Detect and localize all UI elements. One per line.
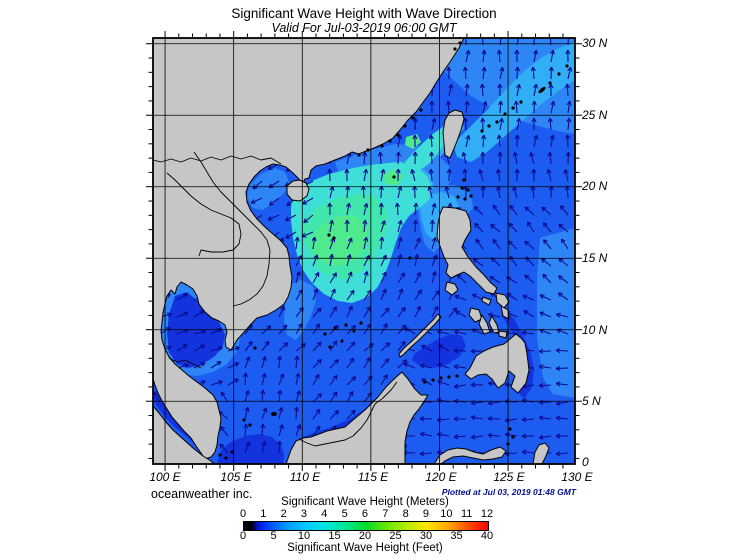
masbate-island bbox=[481, 296, 492, 306]
luzon-island bbox=[436, 206, 498, 295]
feet-tick: 15 bbox=[328, 530, 341, 542]
lon-label: 120 E bbox=[425, 470, 457, 484]
meters-tick: 2 bbox=[280, 508, 287, 520]
negros-island bbox=[478, 314, 491, 335]
feet-tick: 10 bbox=[297, 530, 311, 542]
meters-tick: 1 bbox=[260, 508, 267, 520]
lat-label: 10 N bbox=[582, 323, 608, 337]
sulawesi-island bbox=[433, 446, 507, 464]
lon-label: 100 E bbox=[149, 470, 181, 484]
feet-tick: 0 bbox=[239, 530, 247, 542]
lon-label: 125 E bbox=[493, 470, 525, 484]
panay-island bbox=[468, 307, 483, 323]
grid-lines bbox=[153, 38, 575, 464]
lat-label: 0 bbox=[582, 455, 589, 469]
cebu-island bbox=[488, 315, 500, 334]
country-borders bbox=[153, 151, 398, 447]
ocean-green-layer bbox=[311, 134, 421, 266]
taiwan-island bbox=[442, 109, 465, 159]
mainland-asia bbox=[153, 38, 465, 460]
palawan-island bbox=[398, 313, 442, 358]
mindoro-island bbox=[444, 281, 459, 296]
lat-label: 5 N bbox=[582, 394, 601, 408]
mindanao-island bbox=[464, 333, 530, 394]
meters-tick: 9 bbox=[422, 508, 430, 520]
lon-label: 105 E bbox=[220, 470, 252, 484]
colorbar-feet-label: Significant Wave Height (Feet) bbox=[287, 542, 443, 554]
leyte-island bbox=[500, 305, 510, 320]
feet-tick: 35 bbox=[450, 530, 463, 542]
meters-tick: 4 bbox=[321, 508, 328, 520]
halmahera-island bbox=[532, 442, 550, 464]
credit-text: oceanweather inc. bbox=[151, 487, 253, 501]
samar-island bbox=[495, 292, 510, 309]
meters-tick: 5 bbox=[341, 508, 348, 520]
wave-height-colorbar bbox=[243, 521, 489, 531]
page-title: Significant Wave Height with Wave Direct… bbox=[231, 6, 497, 21]
lat-label: 20 N bbox=[582, 179, 608, 193]
feet-tick: 25 bbox=[389, 530, 402, 542]
plotted-timestamp: Plotted at Jul 03, 2019 01:48 GMT bbox=[441, 487, 576, 497]
meters-tick: 10 bbox=[440, 508, 453, 520]
valid-time-subtitle: Valid For Jul-03-2019 06:00 GMT bbox=[271, 21, 457, 35]
lon-label: 130 E bbox=[561, 470, 593, 484]
feet-tick: 30 bbox=[419, 530, 433, 542]
bohol-island bbox=[498, 330, 508, 339]
colorbar-meters-label: Significant Wave Height (Meters) bbox=[281, 496, 449, 508]
hainan-island bbox=[286, 179, 310, 202]
sumatra-island bbox=[153, 405, 215, 464]
meters-tick: 12 bbox=[480, 508, 494, 520]
lon-label: 110 E bbox=[289, 470, 321, 484]
meters-tick: 3 bbox=[300, 508, 308, 520]
lat-label: 25 N bbox=[582, 108, 608, 122]
meters-tick: 0 bbox=[239, 508, 247, 520]
feet-tick: 20 bbox=[358, 530, 372, 542]
meters-tick: 11 bbox=[460, 508, 473, 520]
meters-tick: 7 bbox=[382, 508, 389, 520]
meters-tick: 8 bbox=[402, 508, 409, 520]
feet-tick: 40 bbox=[480, 530, 494, 542]
lat-label: 30 N bbox=[582, 36, 608, 50]
feet-tick: 5 bbox=[270, 530, 277, 542]
small-islands bbox=[218, 41, 569, 460]
borneo-island bbox=[285, 371, 429, 464]
map-frame bbox=[152, 37, 576, 465]
meters-tick: 6 bbox=[361, 508, 369, 520]
lat-label: 15 N bbox=[582, 251, 608, 265]
lon-label: 115 E bbox=[357, 470, 389, 484]
land-layer bbox=[153, 38, 569, 464]
axis-ticks bbox=[146, 31, 582, 471]
